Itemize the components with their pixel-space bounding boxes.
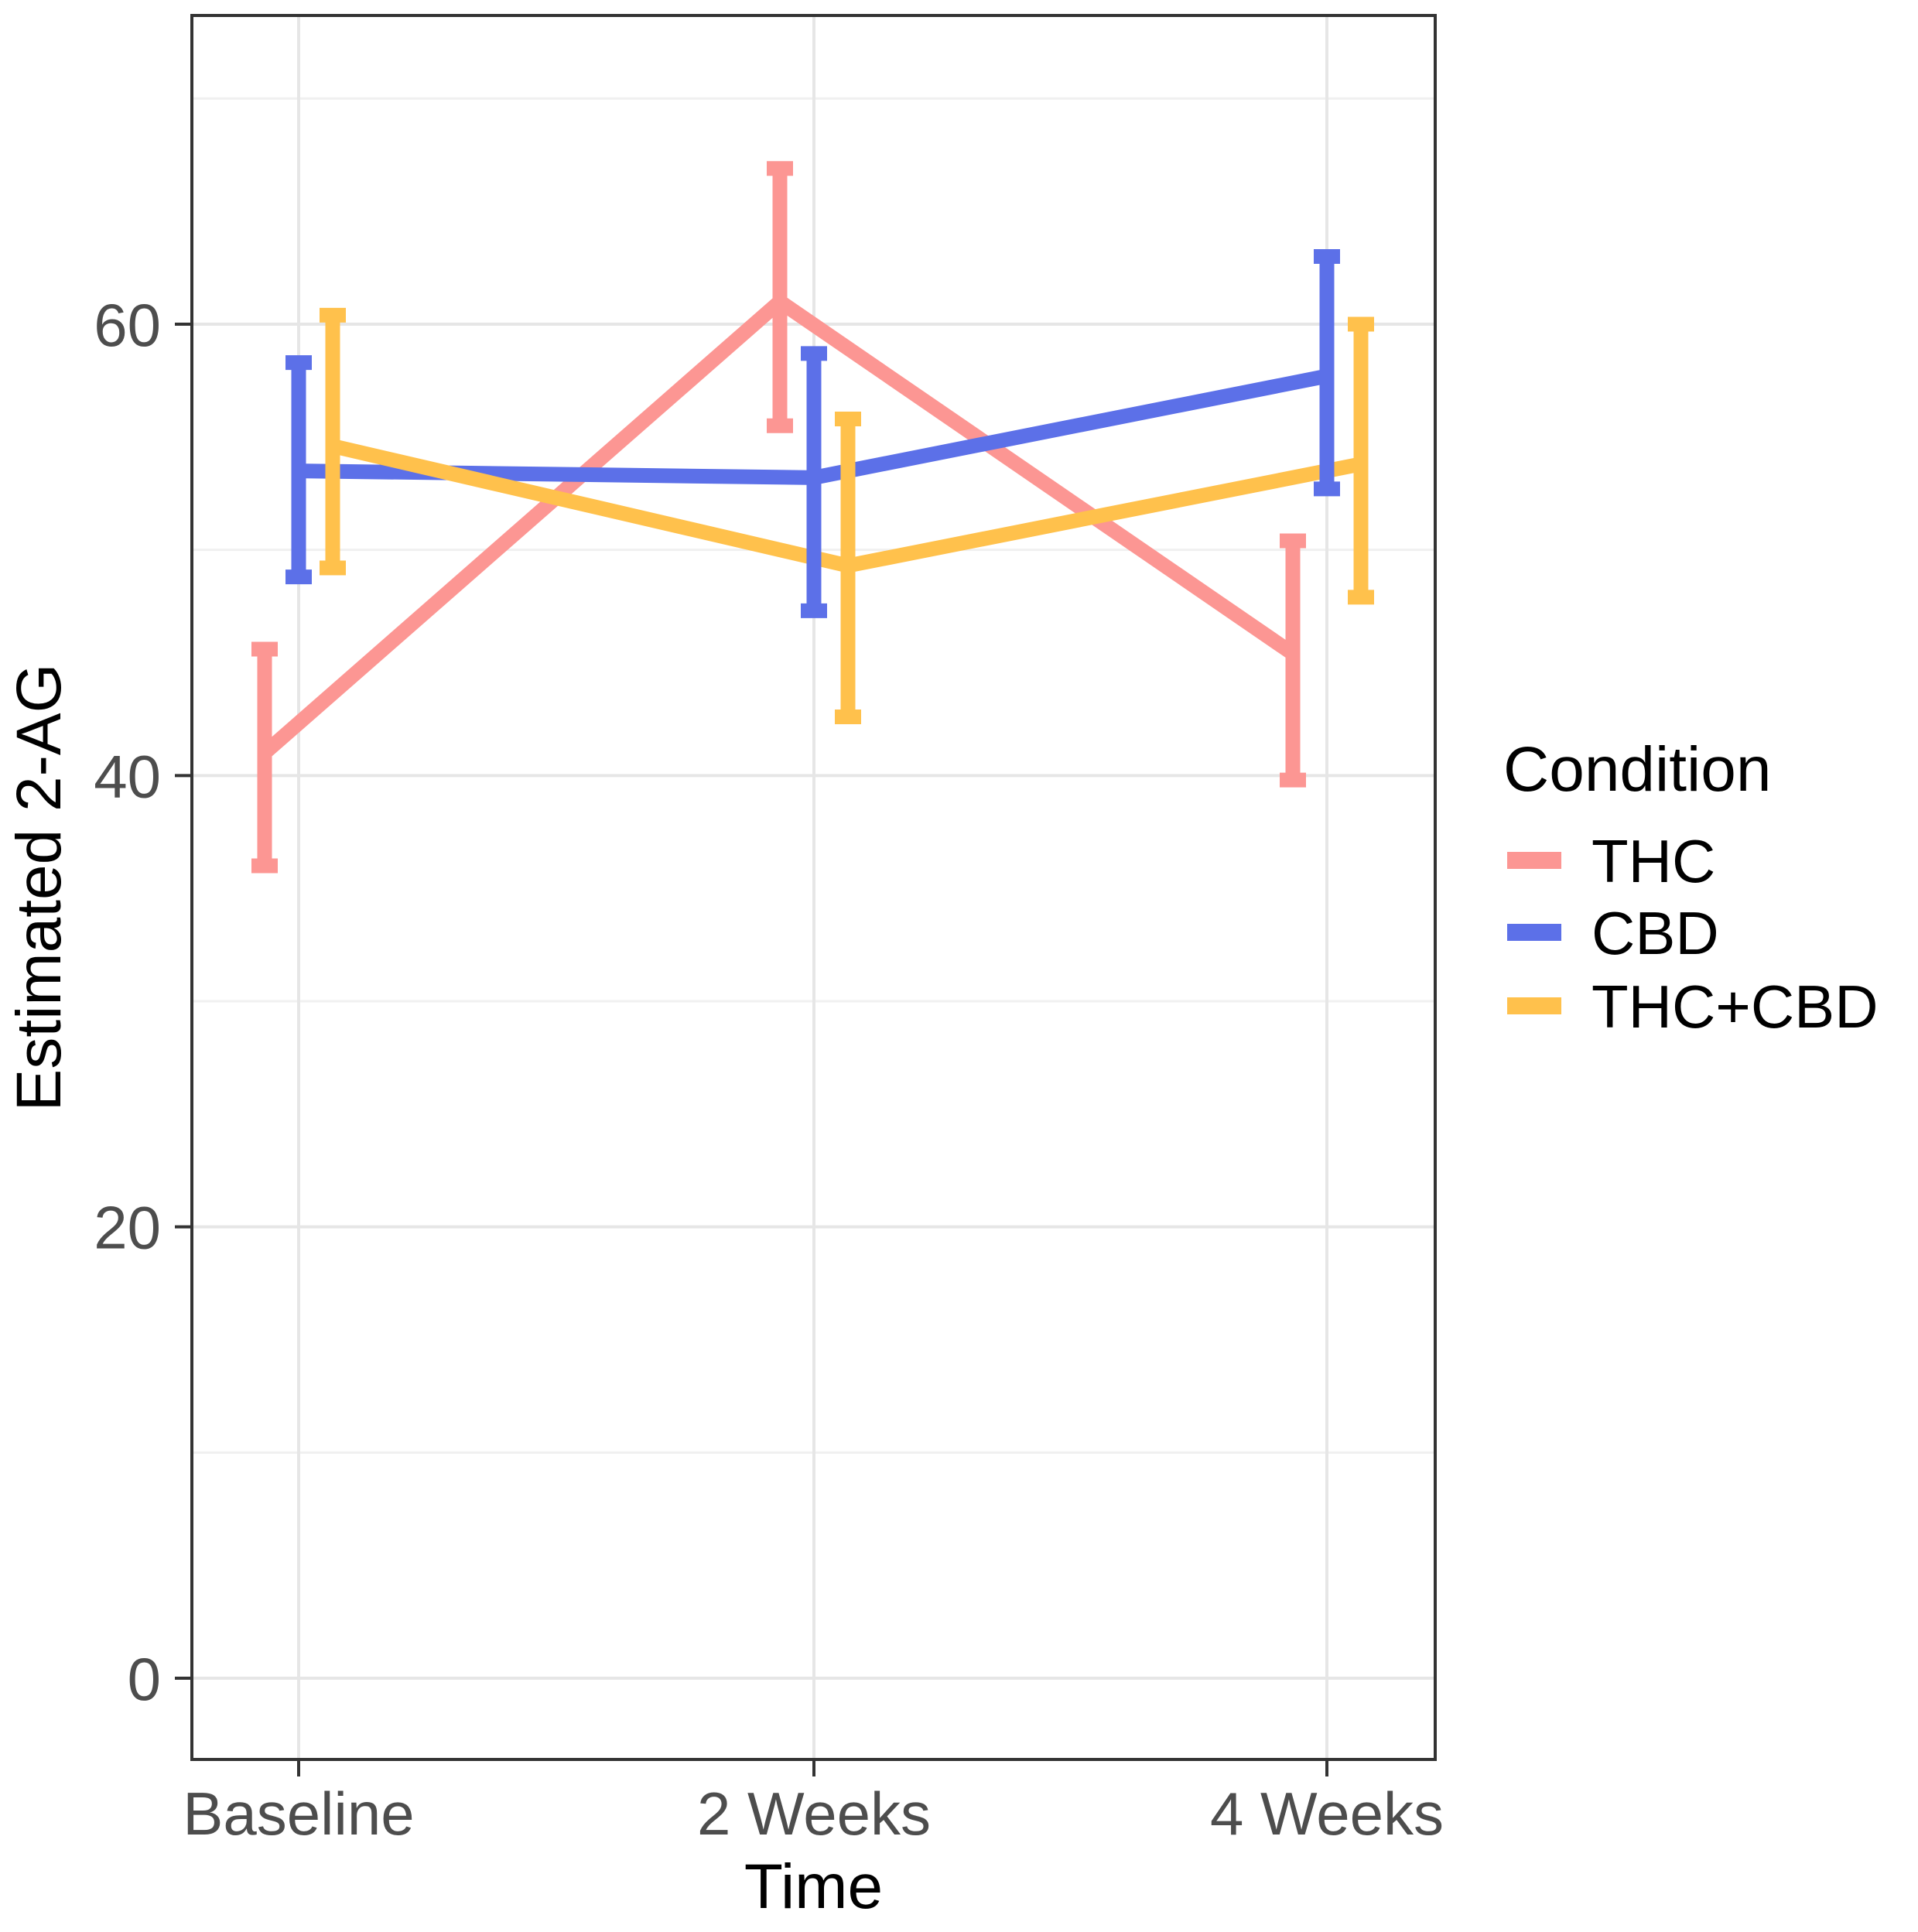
- errorbar-cbd-2-weeks: [801, 346, 827, 618]
- legend-swatch-thc: [1507, 852, 1561, 869]
- errorbar-cbd-baseline: [285, 355, 312, 585]
- errorbar-thc-cbd-2-weeks: [835, 411, 861, 724]
- x-tick-label: 2 Weeks: [697, 1780, 931, 1848]
- legend-title: Condition: [1503, 734, 1771, 805]
- errorbar-thc-cbd-baseline: [320, 307, 346, 576]
- y-tick-label: 60: [94, 291, 161, 359]
- errorbar-thc-2-weeks: [767, 161, 793, 433]
- legend-label-thc-cbd: THC+CBD: [1591, 973, 1879, 1041]
- legend-key-cbd: CBD: [1507, 899, 1719, 967]
- errorbar-thc-baseline: [251, 641, 278, 874]
- legend-swatch-cbd: [1507, 924, 1561, 941]
- errorbar-thc-4-weeks: [1280, 533, 1306, 788]
- errorbar-cbd-4-weeks: [1314, 248, 1340, 497]
- y-tick-label: 20: [94, 1194, 161, 1262]
- y-tick-label: 0: [128, 1645, 161, 1713]
- legend-key-thc: THC: [1507, 827, 1715, 895]
- y-tick-label: 40: [94, 742, 161, 810]
- legend-label-cbd: CBD: [1591, 899, 1719, 967]
- x-tick-label: 4 Weeks: [1210, 1780, 1444, 1848]
- y-axis-title: Estimated 2-AG: [4, 664, 74, 1112]
- legend-swatch-thc-cbd: [1507, 997, 1561, 1014]
- legend-key-thc-cbd: THC+CBD: [1507, 973, 1879, 1041]
- x-tick-label: Baseline: [183, 1780, 414, 1848]
- errorbar-thc-cbd-4-weeks: [1348, 316, 1374, 605]
- legend-label-thc: THC: [1591, 827, 1715, 895]
- x-axis-title: Time: [744, 1852, 883, 1922]
